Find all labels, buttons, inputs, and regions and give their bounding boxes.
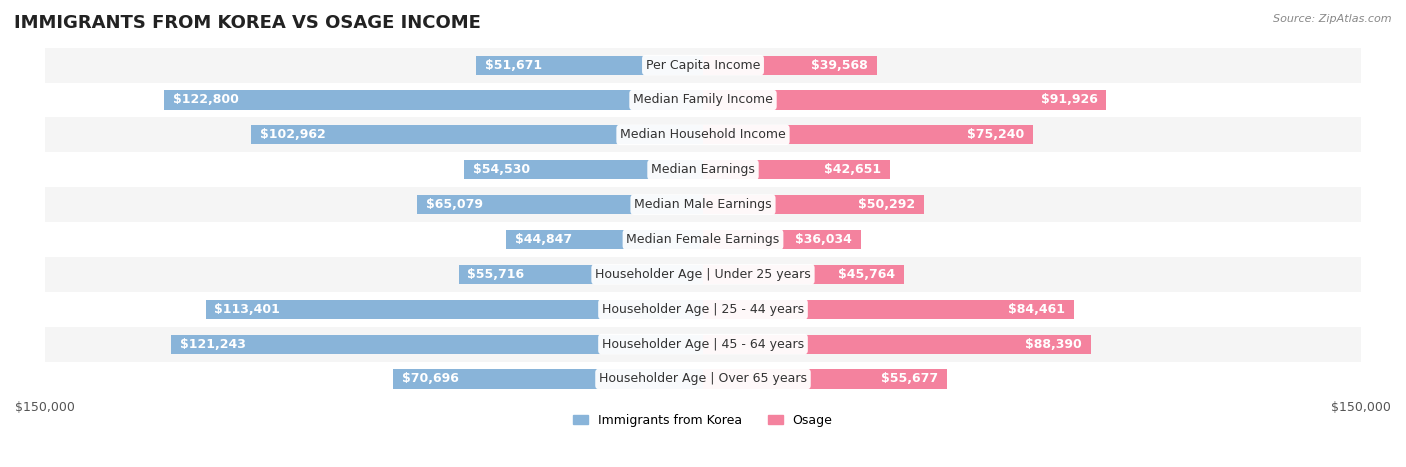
Bar xyxy=(477,56,703,75)
Text: $55,716: $55,716 xyxy=(467,268,524,281)
Bar xyxy=(703,160,890,179)
Bar xyxy=(205,300,703,319)
Bar xyxy=(252,125,703,144)
Text: Source: ZipAtlas.com: Source: ZipAtlas.com xyxy=(1274,14,1392,24)
Bar xyxy=(703,56,876,75)
Text: $91,926: $91,926 xyxy=(1040,93,1098,106)
Bar xyxy=(703,369,948,389)
Text: $122,800: $122,800 xyxy=(173,93,239,106)
Text: Median Household Income: Median Household Income xyxy=(620,128,786,142)
Bar xyxy=(703,300,1074,319)
Bar xyxy=(45,222,1361,257)
Bar xyxy=(418,195,703,214)
Bar xyxy=(703,125,1033,144)
Bar xyxy=(703,195,924,214)
Text: $42,651: $42,651 xyxy=(824,163,882,176)
Text: $36,034: $36,034 xyxy=(796,233,852,246)
Bar xyxy=(165,91,703,110)
Bar xyxy=(45,327,1361,361)
Text: $54,530: $54,530 xyxy=(472,163,530,176)
Bar xyxy=(45,117,1361,152)
Bar xyxy=(45,152,1361,187)
Text: $39,568: $39,568 xyxy=(811,59,868,71)
Bar xyxy=(45,292,1361,327)
Text: $121,243: $121,243 xyxy=(180,338,246,351)
Bar xyxy=(45,187,1361,222)
Bar xyxy=(703,334,1091,354)
Legend: Immigrants from Korea, Osage: Immigrants from Korea, Osage xyxy=(568,409,838,432)
Text: $50,292: $50,292 xyxy=(858,198,915,211)
Text: $70,696: $70,696 xyxy=(402,373,458,385)
Text: $44,847: $44,847 xyxy=(515,233,572,246)
Bar xyxy=(703,91,1107,110)
Bar xyxy=(703,230,860,249)
Text: IMMIGRANTS FROM KOREA VS OSAGE INCOME: IMMIGRANTS FROM KOREA VS OSAGE INCOME xyxy=(14,14,481,32)
Text: Median Female Earnings: Median Female Earnings xyxy=(627,233,779,246)
Text: Householder Age | 45 - 64 years: Householder Age | 45 - 64 years xyxy=(602,338,804,351)
Bar xyxy=(45,361,1361,396)
Text: $51,671: $51,671 xyxy=(485,59,543,71)
Bar xyxy=(392,369,703,389)
Text: Median Male Earnings: Median Male Earnings xyxy=(634,198,772,211)
Text: $65,079: $65,079 xyxy=(426,198,484,211)
Text: Per Capita Income: Per Capita Income xyxy=(645,59,761,71)
Text: Householder Age | 25 - 44 years: Householder Age | 25 - 44 years xyxy=(602,303,804,316)
Text: $55,677: $55,677 xyxy=(882,373,938,385)
Text: Median Earnings: Median Earnings xyxy=(651,163,755,176)
Bar xyxy=(45,83,1361,117)
Bar xyxy=(45,48,1361,83)
Bar xyxy=(172,334,703,354)
Text: $45,764: $45,764 xyxy=(838,268,896,281)
Text: Householder Age | Over 65 years: Householder Age | Over 65 years xyxy=(599,373,807,385)
Text: $88,390: $88,390 xyxy=(1025,338,1083,351)
Text: $75,240: $75,240 xyxy=(967,128,1025,142)
Text: Median Family Income: Median Family Income xyxy=(633,93,773,106)
Text: Householder Age | Under 25 years: Householder Age | Under 25 years xyxy=(595,268,811,281)
Bar xyxy=(506,230,703,249)
Text: $102,962: $102,962 xyxy=(260,128,326,142)
Text: $113,401: $113,401 xyxy=(214,303,280,316)
Bar xyxy=(45,257,1361,292)
Bar xyxy=(458,265,703,284)
Bar xyxy=(703,265,904,284)
Text: $84,461: $84,461 xyxy=(1008,303,1064,316)
Bar xyxy=(464,160,703,179)
